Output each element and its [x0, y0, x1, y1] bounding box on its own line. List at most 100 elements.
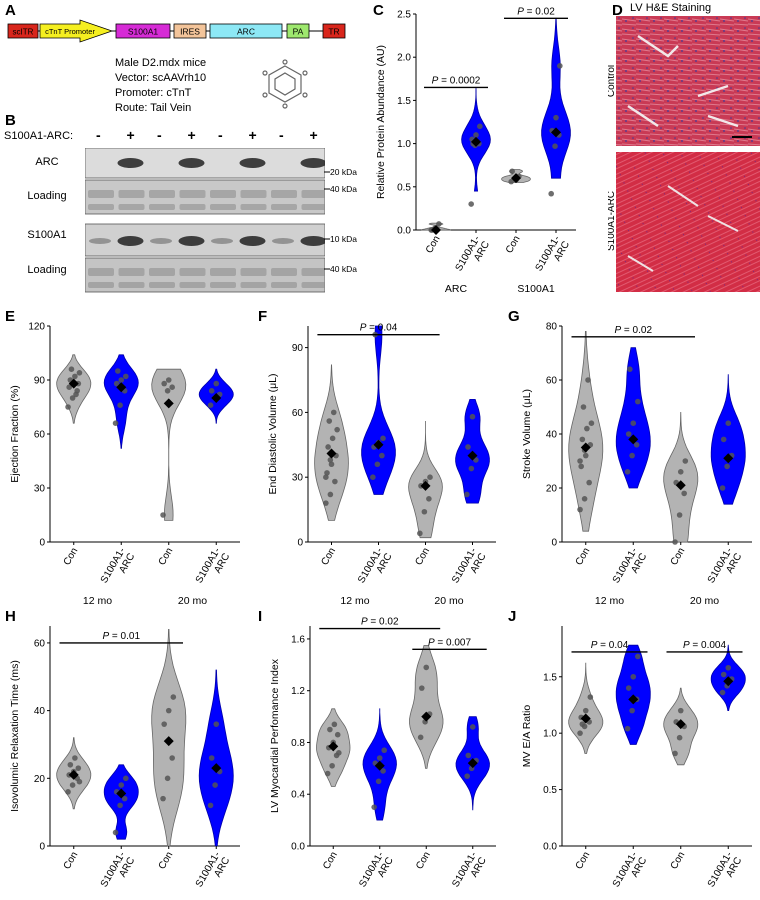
panel-letter-c: C	[373, 2, 384, 19]
data-point	[170, 694, 177, 700]
mean-marker	[551, 127, 561, 138]
x-tick-label: Con	[669, 546, 688, 567]
y-tick-label: 20	[34, 774, 46, 785]
data-point	[208, 755, 215, 761]
mean-marker	[68, 769, 79, 780]
lane-sign: +	[309, 127, 318, 143]
p-value-label: P = 0.02	[361, 617, 399, 628]
loading-band	[210, 268, 236, 276]
segment-tr: TR	[322, 23, 346, 39]
blot-row-label: ARC	[35, 156, 59, 168]
mean-marker	[511, 173, 521, 184]
loading-band	[271, 190, 297, 198]
mean-marker	[116, 788, 127, 799]
data-point	[121, 795, 128, 802]
arc-band	[178, 158, 205, 168]
data-point	[417, 734, 424, 741]
p-value-label: P = 0.02	[517, 6, 555, 17]
x-tick-label: S100A1-ARC	[611, 546, 650, 591]
x-tick-label: Con	[413, 546, 432, 567]
violin-shape	[56, 354, 92, 424]
chart-isovolumic-relaxation: 0 20 40 60 Isovolumic Relaxation Time (ms) Co…	[9, 626, 240, 900]
data-point	[464, 773, 470, 779]
data-point	[579, 721, 586, 727]
s100a1-band	[272, 238, 294, 244]
mean-marker	[373, 439, 384, 450]
data-point	[719, 689, 726, 696]
data-point	[577, 730, 583, 736]
y-tick-label: 1.0	[543, 729, 557, 740]
data-point	[630, 673, 637, 680]
data-point	[380, 768, 386, 774]
data-point	[160, 795, 166, 802]
data-point	[552, 143, 558, 149]
mouse-line: Male D2.mdx mice	[115, 57, 207, 69]
data-point	[477, 123, 483, 130]
data-point	[376, 755, 383, 761]
data-point	[73, 391, 79, 398]
y-tick-label: 0	[39, 842, 45, 853]
y-tick-label: 0.4	[291, 790, 305, 801]
data-point	[66, 384, 72, 390]
data-point	[579, 436, 586, 443]
data-point	[548, 190, 554, 197]
y-tick-label: 60	[292, 408, 304, 419]
segment-promoter: cTnT Promoter	[39, 19, 114, 43]
data-point	[327, 491, 334, 498]
panel-letter-j: J	[508, 608, 517, 625]
histology-panel: Control S100A1-ARC	[608, 16, 760, 292]
data-point	[585, 377, 591, 383]
violin-shape	[541, 17, 571, 179]
violin-shape	[314, 364, 349, 521]
y-tick-label: 0	[39, 538, 45, 549]
y-tick-label: 120	[28, 322, 45, 333]
data-point	[207, 402, 214, 408]
data-point	[330, 409, 337, 416]
promoter-line: Promoter: cTnT	[115, 87, 192, 99]
data-point	[112, 829, 119, 836]
p-value-label: P = 0.04	[591, 640, 629, 651]
y-tick-label: 1.5	[397, 96, 411, 107]
data-point	[328, 461, 335, 468]
data-point	[208, 388, 215, 394]
p-value-label: P = 0.007	[428, 637, 472, 648]
s100a1-band	[300, 236, 325, 246]
data-point	[417, 530, 423, 537]
data-point	[117, 402, 123, 408]
kda-ticks	[324, 171, 330, 270]
data-point	[468, 201, 474, 207]
violin-shape	[103, 354, 139, 449]
group-label: ARC	[445, 283, 468, 295]
violin-shape	[361, 325, 396, 495]
data-point	[682, 458, 689, 464]
mean-marker	[467, 758, 478, 769]
violin-shape	[663, 412, 699, 543]
data-point	[161, 721, 167, 727]
data-point	[323, 500, 329, 506]
p-value-label: P = 0.04	[360, 323, 398, 334]
y-axis-label: LV Myocardial Perfomance Index	[269, 658, 281, 813]
mean-marker	[467, 450, 478, 461]
y-tick-label: 80	[546, 322, 558, 333]
y-tick-label: 40	[34, 706, 46, 717]
y-axis-label: MV E/A Ratio	[521, 705, 533, 768]
group-label: S100A1	[517, 283, 555, 295]
loading-band	[179, 282, 206, 288]
violin-shape	[151, 368, 187, 521]
x-tick-label: Con	[321, 850, 340, 871]
x-tick-label: Con	[669, 850, 688, 871]
y-tick-label: 30	[292, 473, 304, 484]
data-point	[380, 435, 386, 442]
group-label: 12 mo	[595, 595, 624, 607]
loading-band	[240, 204, 267, 210]
data-point	[169, 384, 175, 390]
data-point	[720, 671, 727, 678]
data-point	[627, 366, 633, 372]
data-point	[677, 707, 684, 714]
chart-ea-ratio: 0.0 0.5 1.0 1.5 MV E/A Ratio Con S100A1-ARC Con…	[521, 626, 752, 900]
loading-band	[88, 282, 114, 288]
mean-marker	[723, 453, 734, 464]
data-point	[676, 734, 683, 741]
data-point	[465, 752, 472, 759]
data-point	[375, 778, 382, 785]
